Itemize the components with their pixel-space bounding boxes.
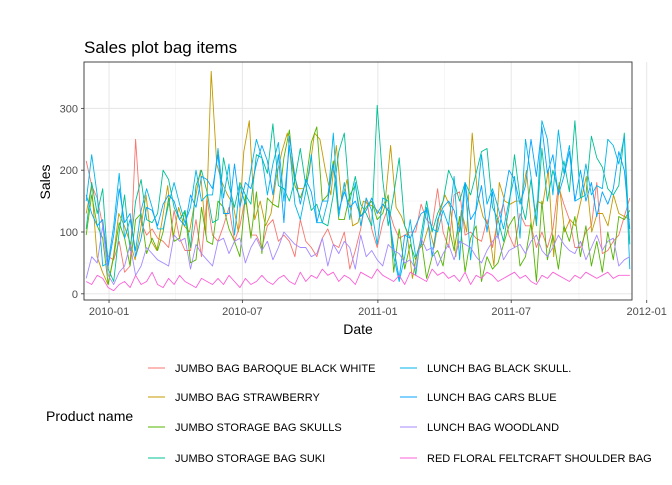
x-tick-label: 2010-07: [222, 306, 262, 318]
y-tick-label: 100: [60, 227, 78, 239]
plot-border: [83, 61, 633, 301]
plot-panel: 0 100 200 300 2010-01 2010-07 2011-01 2011-07 20…: [60, 61, 667, 318]
x-tick-label: 2012-01: [627, 306, 667, 318]
series-line: [85, 104, 631, 282]
series-line: [85, 225, 631, 285]
legend-label: JUMBO STORAGE BAG SKULLS: [175, 422, 342, 434]
series-line: [85, 126, 631, 279]
series-line: [85, 268, 630, 292]
legend-title: Product name: [46, 408, 133, 424]
legend-label: LUNCH BAG CARS BLUE: [427, 392, 557, 404]
series-line: [85, 70, 631, 285]
y-tick-label: 300: [60, 103, 78, 115]
legend-label: RED FLORAL FELTCRAFT SHOULDER BAG: [427, 453, 652, 465]
legend-label: JUMBO BAG STRAWBERRY: [175, 392, 321, 404]
legend-label: LUNCH BAG BLACK SKULL.: [427, 363, 571, 375]
legend-label: JUMBO STORAGE BAG SUKI: [175, 453, 325, 465]
chart-title: Sales plot bag items: [84, 38, 237, 57]
legend: JUMBO BAG BAROQUE BLACK WHITE JUMBO BAG S…: [148, 363, 652, 465]
plot-background: [84, 62, 632, 300]
y-axis-label: Sales: [37, 164, 53, 199]
legend-label: LUNCH BAG WOODLAND: [427, 422, 559, 434]
series-line: [85, 120, 631, 282]
x-tick-label: 2011-01: [358, 306, 398, 318]
y-tick-label: 200: [60, 165, 78, 177]
x-tick-label: 2010-01: [89, 306, 129, 318]
x-axis-label: Date: [343, 321, 373, 337]
legend-label: JUMBO BAG BAROQUE BLACK WHITE: [175, 363, 375, 375]
y-tick-label: 0: [72, 289, 78, 301]
x-tick-label: 2011-07: [491, 306, 531, 318]
